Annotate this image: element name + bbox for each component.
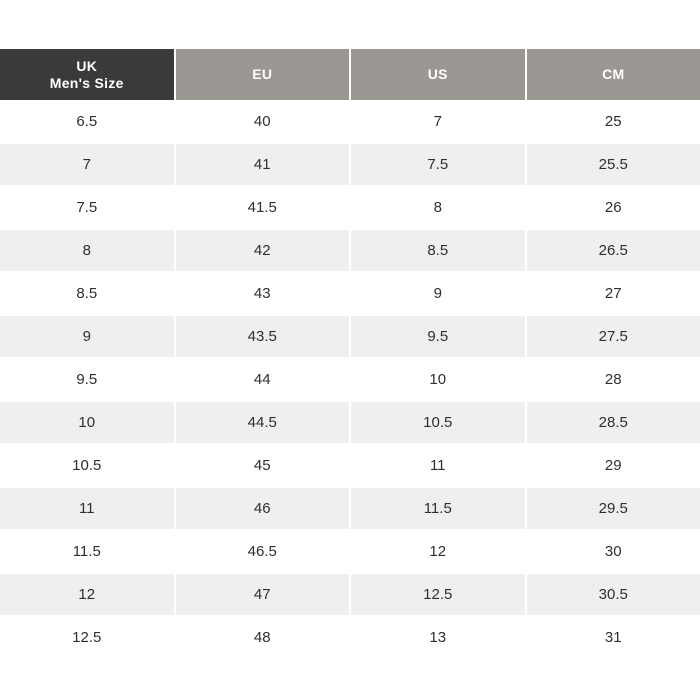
header-cm: CM xyxy=(526,49,700,100)
table-cell: 26 xyxy=(526,186,700,229)
table-row: 9 43.5 9.5 27.5 xyxy=(0,315,700,358)
table-cell: 10 xyxy=(351,358,525,401)
table-row: 10.5 45 11 29 xyxy=(0,444,700,487)
table-cell: 10.5 xyxy=(0,444,174,487)
table-cell: 41.5 xyxy=(175,186,349,229)
table-row: 12 47 12.5 30.5 xyxy=(0,573,700,616)
table-cell: 44 xyxy=(175,358,349,401)
table-cell: 41 xyxy=(175,143,349,186)
table-cell: 12.5 xyxy=(0,616,174,659)
table-row: 11.5 46.5 12 30 xyxy=(0,530,700,573)
table-row: 10 44.5 10.5 28.5 xyxy=(0,401,700,444)
table-row: 8 42 8.5 26.5 xyxy=(0,229,700,272)
table-row: 7.5 41.5 8 26 xyxy=(0,186,700,229)
table-row: 12.5 48 13 31 xyxy=(0,616,700,659)
table-row: 6.5 40 7 25 xyxy=(0,100,700,143)
table-cell: 13 xyxy=(351,616,525,659)
table-cell: 47 xyxy=(175,573,349,616)
table-cell: 30 xyxy=(526,530,700,573)
table-cell: 25.5 xyxy=(526,143,700,186)
table-cell: 46.5 xyxy=(175,530,349,573)
table-cell: 48 xyxy=(175,616,349,659)
table-row: 7 41 7.5 25.5 xyxy=(0,143,700,186)
table-cell: 12 xyxy=(0,573,174,616)
table-cell: 8 xyxy=(351,186,525,229)
table-cell: 7.5 xyxy=(0,186,174,229)
table-cell: 8.5 xyxy=(0,272,174,315)
header-uk-mens-size: UK Men's Size xyxy=(0,49,174,100)
table-cell: 26.5 xyxy=(526,229,700,272)
table-cell: 12.5 xyxy=(351,573,525,616)
table-cell: 9.5 xyxy=(351,315,525,358)
table-row: 11 46 11.5 29.5 xyxy=(0,487,700,530)
table-cell: 7 xyxy=(351,100,525,143)
table-cell: 9.5 xyxy=(0,358,174,401)
table-cell: 27 xyxy=(526,272,700,315)
table-cell: 31 xyxy=(526,616,700,659)
table-cell: 10 xyxy=(0,401,174,444)
table-cell: 27.5 xyxy=(526,315,700,358)
table-cell: 45 xyxy=(175,444,349,487)
size-conversion-table: UK Men's Size EU US CM 6.5 40 7 25 7 41 7.5 25.… xyxy=(0,49,700,659)
table-cell: 44.5 xyxy=(175,401,349,444)
table-cell: 28.5 xyxy=(526,401,700,444)
table-row: 9.5 44 10 28 xyxy=(0,358,700,401)
table-row: 8.5 43 9 27 xyxy=(0,272,700,315)
table-cell: 43.5 xyxy=(175,315,349,358)
table-cell: 42 xyxy=(175,229,349,272)
table-cell: 12 xyxy=(351,530,525,573)
table-body: 6.5 40 7 25 7 41 7.5 25.5 7.5 41.5 8 26 8 42 8.5 26.5 8.… xyxy=(0,100,700,659)
table-header: UK Men's Size EU US CM xyxy=(0,49,700,100)
table-cell: 29 xyxy=(526,444,700,487)
table-cell: 8 xyxy=(0,229,174,272)
table-cell: 11.5 xyxy=(351,487,525,530)
table-cell: 9 xyxy=(0,315,174,358)
table-cell: 25 xyxy=(526,100,700,143)
header-uk-line1: UK xyxy=(76,57,98,74)
table-cell: 11.5 xyxy=(0,530,174,573)
table-cell: 40 xyxy=(175,100,349,143)
table-cell: 7 xyxy=(0,143,174,186)
header-uk-line2: Men's Size xyxy=(49,74,124,91)
header-eu: EU xyxy=(175,49,349,100)
table-cell: 11 xyxy=(0,487,174,530)
table-cell: 7.5 xyxy=(351,143,525,186)
table-cell: 43 xyxy=(175,272,349,315)
table-cell: 30.5 xyxy=(526,573,700,616)
table-cell: 10.5 xyxy=(351,401,525,444)
table-cell: 6.5 xyxy=(0,100,174,143)
table-cell: 8.5 xyxy=(351,229,525,272)
header-us: US xyxy=(351,49,525,100)
table-cell: 11 xyxy=(351,444,525,487)
table-cell: 46 xyxy=(175,487,349,530)
table-cell: 9 xyxy=(351,272,525,315)
table-cell: 28 xyxy=(526,358,700,401)
table-cell: 29.5 xyxy=(526,487,700,530)
